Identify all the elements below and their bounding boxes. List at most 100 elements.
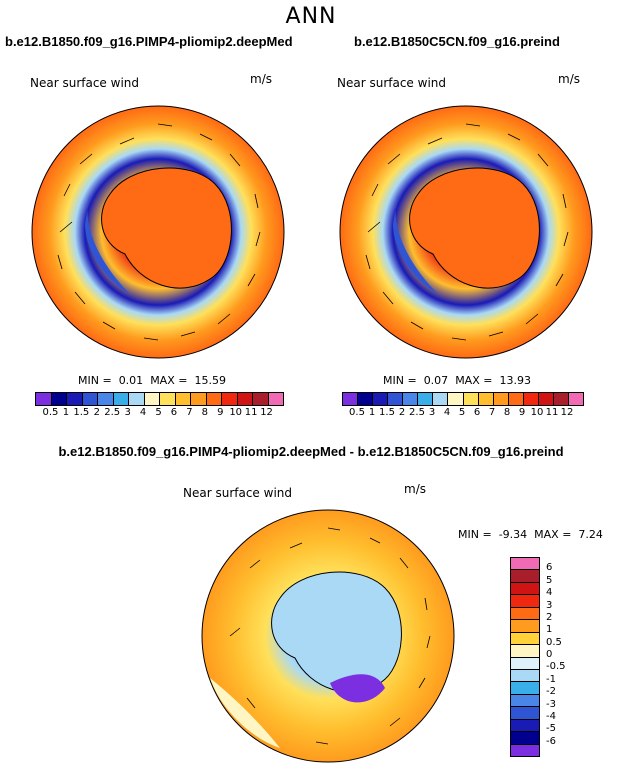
panel3-colorbar-tick-label: -6	[546, 735, 556, 747]
panel1-colorbar-tick-label: 2.5	[104, 407, 121, 418]
panel3-colorbar-tick-label: 6	[546, 562, 553, 574]
panel3-min-value: -9.34	[498, 528, 528, 541]
panel3-colorbar-ticks: 6 5 4 3 2 1 0.5 0 -0.5 -1 -2 -3 -4 -5 -6	[546, 557, 586, 755]
panel1-colorbar-tick-label: 10	[229, 407, 243, 418]
panel2-colorbar-tick-label: 3	[428, 407, 436, 418]
panel3-colorbar-tick-label: -4	[546, 710, 556, 722]
panel2-colorbar-swatch	[403, 393, 419, 405]
panel1-colorbar-tick-label: 11	[244, 407, 258, 418]
panel2-colorbar-swatch	[463, 393, 479, 405]
panel2-colorbar-swatch	[343, 393, 359, 405]
panel2-units-label: m/s	[558, 72, 580, 86]
panel1-colorbar-swatch	[67, 393, 83, 405]
panel3-colorbar-swatch	[511, 719, 539, 733]
panel2-colorbar-swatch	[448, 393, 464, 405]
panel3-colorbar-swatch	[511, 694, 539, 708]
panel1-minmax: MIN = 0.01 MAX = 15.59	[78, 374, 226, 387]
panel3-weak-anomaly	[210, 678, 280, 748]
panel1-colorbar-swatch	[113, 393, 129, 405]
panel1-variable-label: Near surface wind	[30, 76, 139, 90]
panel2-antarctica-outline	[409, 167, 540, 289]
panel3-negative-anomaly	[330, 674, 385, 703]
panel1-colorbar-swatch	[144, 393, 160, 405]
panel2-colorbar-swatch	[508, 393, 524, 405]
panel2-wind-vectors	[365, 123, 569, 341]
panel2-colorbar-tick-label: 5	[458, 407, 466, 418]
panel1-colorbar-tick-label: 9	[217, 407, 224, 418]
panel1-colorbar-tick-label: 7	[186, 407, 193, 418]
panel1-colorbar-tick-label: 6	[170, 407, 178, 418]
panel1-wind-vectors	[57, 123, 261, 341]
panel2-colorbar-swatch	[478, 393, 494, 405]
panel1-colorbar-swatch	[98, 393, 114, 405]
panel3-colorbar-swatch	[511, 669, 539, 683]
panel1-colorbar-swatch	[36, 393, 52, 405]
panel1-colorbar-swatch	[191, 393, 207, 405]
panel2-colorbar-swatch	[433, 393, 449, 405]
panel2-colorbar-tick-label: 0.5	[349, 407, 365, 418]
panel3-wind-diff-map	[201, 509, 455, 763]
panel2-wind-map	[339, 105, 593, 359]
panel2-colorbar-tick-label: 7	[488, 407, 496, 418]
panel3-colorbar-tick-label: 0	[546, 649, 553, 660]
panel2-colorbar-tick-label: 2.5	[409, 407, 425, 418]
panel1-antarctica-outline	[101, 167, 232, 289]
panel2-colorbar-swatch	[373, 393, 389, 405]
panel1-coastal-band	[85, 194, 130, 294]
panel1-colorbar-swatch	[268, 393, 283, 405]
panel1-colorbar-tick-label: 1	[62, 407, 70, 418]
panel3-colorbar-tick-label: 1	[546, 624, 553, 636]
panel3-colorbar-swatch	[511, 570, 539, 583]
panel2-colorbar-tick-label: 9	[518, 407, 526, 418]
panel3-colorbar-swatch	[511, 582, 539, 596]
panel3-minmax: MIN = -9.34 MAX = 7.24	[458, 528, 603, 541]
panel1-colorbar	[35, 392, 284, 406]
panel2-colorbar-swatch	[358, 393, 374, 405]
panel3-case-title: b.e12.B1850.f09_g16.PIMP4-pliomip2.deepM…	[58, 444, 564, 459]
panel3-variable-label: Near surface wind	[183, 486, 292, 500]
panel3-colorbar-swatch	[511, 732, 539, 745]
panel2-colorbar-swatch	[568, 393, 583, 405]
panel3-max-value: 7.24	[578, 528, 603, 541]
panel2-colorbar-swatch	[523, 393, 539, 405]
panel2-colorbar-tick-label: 10	[530, 407, 544, 418]
panel2-max-value: 13.93	[499, 374, 531, 387]
panel3-colorbar-tick-label: -2	[546, 686, 556, 698]
panel2-min-value: 0.07	[423, 374, 449, 387]
panel3-colorbar-tick-label: 4	[546, 587, 553, 599]
panel1-min-value: 0.01	[118, 374, 144, 387]
panel2-colorbar-tick-label: 12	[560, 407, 574, 418]
panel1-colorbar-swatch	[253, 393, 269, 405]
panel3-colorbar-swatch	[511, 607, 539, 621]
panel1-colorbar-tick-label: 3	[124, 407, 131, 418]
panel2-colorbar-swatch	[493, 393, 509, 405]
panel1-wind-map	[31, 105, 285, 359]
panel1-units-label: m/s	[250, 72, 272, 86]
panel1-colorbar-swatch	[82, 393, 98, 405]
panel3-colorbar-swatch	[511, 558, 539, 571]
panel3-colorbar-swatch	[511, 707, 539, 720]
panel2-colorbar-tick-label: 6	[473, 407, 481, 418]
panel2-colorbar-tick-label: 1.5	[379, 407, 395, 418]
panel1-colorbar-swatch	[160, 393, 176, 405]
panel2-colorbar-swatch	[553, 393, 569, 405]
panel3-colorbar-tick-label: -3	[546, 698, 556, 710]
panel3-units-label: m/s	[404, 482, 426, 496]
panel3-colorbar-swatch	[511, 632, 539, 646]
panel3-colorbar-tick-label: -1	[546, 673, 556, 685]
panel2-colorbar-tick-label: 11	[545, 407, 559, 418]
panel3-colorbar-swatch	[511, 682, 539, 695]
panel2-colorbar-swatch	[388, 393, 404, 405]
panel1-colorbar-swatch	[222, 393, 238, 405]
panel1-colorbar-swatch	[206, 393, 222, 405]
panel3-colorbar-tick-label: 0.5	[546, 636, 562, 648]
panel1-max-value: 15.59	[194, 374, 226, 387]
panel2-colorbar-tick-label: 8	[503, 407, 511, 418]
panel3-wind-vectors	[229, 527, 431, 745]
panel1-colorbar-tick-label: 8	[201, 407, 208, 418]
figure-title: ANN	[285, 4, 337, 29]
panel3-colorbar-tick-label: 2	[546, 611, 553, 623]
panel3-colorbar-swatch	[511, 620, 539, 633]
panel1-colorbar-tick-label: 2	[93, 407, 100, 418]
panel3-colorbar	[510, 557, 540, 757]
